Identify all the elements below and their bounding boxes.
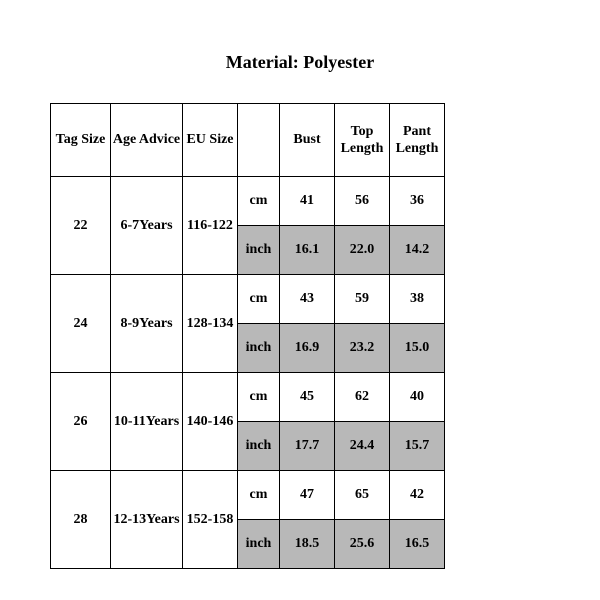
col-tag-size: Tag Size xyxy=(51,104,111,177)
table-row: 24 8-9Years 128-134 cm 43 59 38 xyxy=(51,275,445,324)
page-title: Material: Polyester xyxy=(0,0,600,103)
cell-top-inch: 22.0 xyxy=(335,226,390,275)
cell-age: 10-11Years xyxy=(111,373,183,471)
cell-bust-inch: 17.7 xyxy=(280,422,335,471)
cell-unit-inch: inch xyxy=(238,324,280,373)
size-table: Tag Size Age Advice EU Size Bust TopLeng… xyxy=(50,103,445,569)
cell-pant-inch: 15.0 xyxy=(390,324,445,373)
cell-bust-cm: 47 xyxy=(280,471,335,520)
cell-bust-inch: 18.5 xyxy=(280,520,335,569)
col-pant-length-text: PantLength xyxy=(396,124,439,157)
cell-pant-cm: 36 xyxy=(390,177,445,226)
cell-pant-cm: 40 xyxy=(390,373,445,422)
cell-pant-cm: 38 xyxy=(390,275,445,324)
cell-eu: 152-158 xyxy=(183,471,238,569)
col-eu-size: EU Size xyxy=(183,104,238,177)
cell-top-inch: 25.6 xyxy=(335,520,390,569)
cell-top-cm: 56 xyxy=(335,177,390,226)
table-row: 22 6-7Years 116-122 cm 41 56 36 xyxy=(51,177,445,226)
cell-top-inch: 23.2 xyxy=(335,324,390,373)
cell-age: 12-13Years xyxy=(111,471,183,569)
cell-eu: 128-134 xyxy=(183,275,238,373)
cell-top-inch: 24.4 xyxy=(335,422,390,471)
cell-unit-cm: cm xyxy=(238,373,280,422)
table-row: 26 10-11Years 140-146 cm 45 62 40 xyxy=(51,373,445,422)
cell-bust-cm: 45 xyxy=(280,373,335,422)
cell-unit-cm: cm xyxy=(238,177,280,226)
header-row: Tag Size Age Advice EU Size Bust TopLeng… xyxy=(51,104,445,177)
cell-top-cm: 65 xyxy=(335,471,390,520)
cell-bust-cm: 41 xyxy=(280,177,335,226)
cell-bust-inch: 16.1 xyxy=(280,226,335,275)
cell-pant-inch: 16.5 xyxy=(390,520,445,569)
col-unit xyxy=(238,104,280,177)
cell-unit-cm: cm xyxy=(238,275,280,324)
cell-bust-inch: 16.9 xyxy=(280,324,335,373)
cell-age: 6-7Years xyxy=(111,177,183,275)
cell-top-cm: 62 xyxy=(335,373,390,422)
col-pant-length: PantLength xyxy=(390,104,445,177)
cell-unit-inch: inch xyxy=(238,422,280,471)
cell-unit-cm: cm xyxy=(238,471,280,520)
cell-unit-inch: inch xyxy=(238,226,280,275)
cell-unit-inch: inch xyxy=(238,520,280,569)
cell-tag: 24 xyxy=(51,275,111,373)
cell-pant-cm: 42 xyxy=(390,471,445,520)
col-age-advice: Age Advice xyxy=(111,104,183,177)
cell-tag: 28 xyxy=(51,471,111,569)
cell-bust-cm: 43 xyxy=(280,275,335,324)
cell-tag: 26 xyxy=(51,373,111,471)
table-row: 28 12-13Years 152-158 cm 47 65 42 xyxy=(51,471,445,520)
cell-eu: 140-146 xyxy=(183,373,238,471)
cell-eu: 116-122 xyxy=(183,177,238,275)
cell-tag: 22 xyxy=(51,177,111,275)
col-top-length: TopLength xyxy=(335,104,390,177)
cell-age: 8-9Years xyxy=(111,275,183,373)
col-bust: Bust xyxy=(280,104,335,177)
cell-top-cm: 59 xyxy=(335,275,390,324)
col-top-length-text: TopLength xyxy=(341,124,384,157)
cell-pant-inch: 14.2 xyxy=(390,226,445,275)
cell-pant-inch: 15.7 xyxy=(390,422,445,471)
